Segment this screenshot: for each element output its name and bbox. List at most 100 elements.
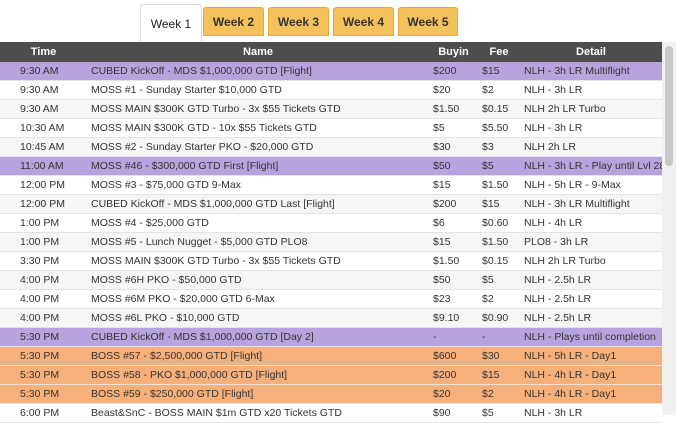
week-tabs: Week 1 Week 2 Week 3 Week 4 Week 5 [0, 0, 676, 42]
cell-name: MOSS #5 - Lunch Nugget - $5,000 GTD PLO8 [87, 232, 429, 252]
column-header-detail: Detail [520, 42, 662, 62]
table-row[interactable]: 3:30 PM MOSS MAIN $300K GTD Turbo - 3x $5… [0, 251, 662, 271]
schedule-rows: 9:30 AM CUBED KickOff - MDS $1,000,000 GT… [0, 62, 662, 423]
table-row[interactable]: 12:00 PM CUBED KickOff - MDS $1,000,000 G… [0, 194, 662, 214]
table-row[interactable]: 6:00 PM Beast&SnC - BOSS MAIN $1m GTD x20… [0, 403, 662, 423]
cell-time: 3:30 PM [0, 251, 87, 271]
cell-buyin: $1.50 [429, 251, 478, 271]
cell-buyin: $200 [429, 365, 478, 385]
cell-fee: $0.90 [478, 308, 520, 328]
tab-week-5[interactable]: Week 5 [398, 7, 458, 36]
cell-detail: NLH - 3h LR - Play until Lvl 28 [520, 156, 662, 176]
table-row[interactable]: 5:30 PM BOSS #57 - $2,500,000 GTD [Flight… [0, 346, 662, 366]
cell-detail: NLH - 2.5h LR [520, 270, 662, 290]
cell-time: 10:30 AM [0, 118, 87, 138]
cell-fee: - [478, 327, 520, 347]
cell-detail: NLH - 2.5h LR [520, 289, 662, 309]
table-row[interactable]: 5:30 PM BOSS #58 - PKO $1,000,000 GTD [Fl… [0, 365, 662, 385]
cell-fee: $0.15 [478, 99, 520, 119]
cell-time: 4:00 PM [0, 270, 87, 290]
cell-name: CUBED KickOff - MDS $1,000,000 GTD [Day … [87, 327, 429, 347]
cell-fee: $0.60 [478, 213, 520, 233]
cell-time: 5:30 PM [0, 327, 87, 347]
cell-time: 5:30 PM [0, 365, 87, 385]
table-row[interactable]: 5:30 PM BOSS #59 - $250,000 GTD [Flight] $… [0, 384, 662, 404]
cell-fee: $2 [478, 289, 520, 309]
cell-buyin: - [429, 327, 478, 347]
cell-buyin: $600 [429, 346, 478, 366]
cell-time: 4:00 PM [0, 308, 87, 328]
cell-detail: NLH - 3h LR [520, 80, 662, 100]
cell-detail: NLH - 5h LR - 9-Max [520, 175, 662, 195]
cell-name: MOSS #4 - $25,000 GTD [87, 213, 429, 233]
cell-time: 12:00 PM [0, 194, 87, 214]
cell-time: 5:30 PM [0, 384, 87, 404]
cell-name: BOSS #57 - $2,500,000 GTD [Flight] [87, 346, 429, 366]
cell-buyin: $90 [429, 403, 478, 423]
cell-fee: $2 [478, 384, 520, 404]
cell-detail: NLH - 4h LR [520, 213, 662, 233]
table-row[interactable]: 5:30 PM CUBED KickOff - MDS $1,000,000 GT… [0, 327, 662, 347]
cell-buyin: $50 [429, 270, 478, 290]
column-header-fee: Fee [478, 42, 520, 62]
cell-buyin: $30 [429, 137, 478, 157]
scrollbar-thumb[interactable] [665, 46, 673, 166]
cell-buyin: $1.50 [429, 99, 478, 119]
cell-time: 9:30 AM [0, 62, 87, 81]
cell-buyin: $9.10 [429, 308, 478, 328]
tab-week-1[interactable]: Week 1 [140, 4, 202, 42]
column-header-buyin: Buyin [429, 42, 478, 62]
cell-time: 9:30 AM [0, 80, 87, 100]
cell-detail: NLH 2h LR [520, 137, 662, 157]
column-header-time: Time [0, 42, 87, 62]
cell-detail: NLH 2h LR Turbo [520, 99, 662, 119]
cell-name: MOSS #6L PKO - $10,000 GTD [87, 308, 429, 328]
cell-name: BOSS #58 - PKO $1,000,000 GTD [Flight] [87, 365, 429, 385]
tab-week-4[interactable]: Week 4 [333, 7, 394, 36]
cell-time: 9:30 AM [0, 99, 87, 119]
cell-fee: $2 [478, 80, 520, 100]
cell-name: MOSS MAIN $300K GTD Turbo - 3x $55 Ticke… [87, 99, 429, 119]
table-row[interactable]: 9:30 AM CUBED KickOff - MDS $1,000,000 GT… [0, 62, 662, 81]
table-row[interactable]: 10:45 AM MOSS #2 - Sunday Starter PKO - $… [0, 137, 662, 157]
cell-buyin: $50 [429, 156, 478, 176]
cell-detail: NLH - 4h LR - Day1 [520, 365, 662, 385]
cell-buyin: $15 [429, 232, 478, 252]
cell-buyin: $23 [429, 289, 478, 309]
cell-time: 6:00 PM [0, 403, 87, 423]
table-row[interactable]: 9:30 AM MOSS #1 - Sunday Starter $10,000 … [0, 80, 662, 100]
cell-name: BOSS #59 - $250,000 GTD [Flight] [87, 384, 429, 404]
cell-fee: $15 [478, 194, 520, 214]
cell-name: Beast&SnC - BOSS MAIN $1m GTD x20 Ticket… [87, 403, 429, 423]
cell-detail: NLH - 2.5h LR [520, 308, 662, 328]
vertical-scrollbar[interactable] [662, 42, 676, 415]
cell-fee: $5.50 [478, 118, 520, 138]
cell-name: MOSS #46 - $300,000 GTD First [Flight] [87, 156, 429, 176]
tab-week-2[interactable]: Week 2 [203, 7, 264, 36]
cell-fee: $3 [478, 137, 520, 157]
table-row[interactable]: 1:00 PM MOSS #5 - Lunch Nugget - $5,000 G… [0, 232, 662, 252]
table-row[interactable]: 4:00 PM MOSS #6L PKO - $10,000 GTD $9.10 $0… [0, 308, 662, 328]
table-row[interactable]: 11:00 AM MOSS #46 - $300,000 GTD First [F… [0, 156, 662, 176]
cell-buyin: $5 [429, 118, 478, 138]
cell-fee: $1.50 [478, 175, 520, 195]
tab-week-3[interactable]: Week 3 [268, 7, 329, 36]
cell-time: 1:00 PM [0, 213, 87, 233]
cell-fee: $1.50 [478, 232, 520, 252]
cell-name: CUBED KickOff - MDS $1,000,000 GTD [Flig… [87, 62, 429, 81]
cell-time: 5:30 PM [0, 346, 87, 366]
column-header-name: Name [87, 42, 429, 62]
table-row[interactable]: 4:00 PM MOSS #6H PKO - $50,000 GTD $50 $5 NL… [0, 270, 662, 290]
table-row[interactable]: 12:00 PM MOSS #3 - $75,000 GTD 9-Max $15 $1… [0, 175, 662, 195]
table-row[interactable]: 4:00 PM MOSS #6M PKO - $20,000 GTD 6-Max $… [0, 289, 662, 309]
cell-buyin: $6 [429, 213, 478, 233]
cell-time: 1:00 PM [0, 232, 87, 252]
cell-detail: PLO8 - 3h LR [520, 232, 662, 252]
table-row[interactable]: 1:00 PM MOSS #4 - $25,000 GTD $6 $0.60 NLH -… [0, 213, 662, 233]
cell-fee: $5 [478, 403, 520, 423]
table-header-row: Time Name Buyin Fee Detail [0, 42, 662, 62]
cell-detail: NLH - 3h LR Multiflight [520, 62, 662, 81]
table-row[interactable]: 10:30 AM MOSS MAIN $300K GTD - 10x $55 Ti… [0, 118, 662, 138]
cell-buyin: $200 [429, 194, 478, 214]
table-row[interactable]: 9:30 AM MOSS MAIN $300K GTD Turbo - 3x $5… [0, 99, 662, 119]
